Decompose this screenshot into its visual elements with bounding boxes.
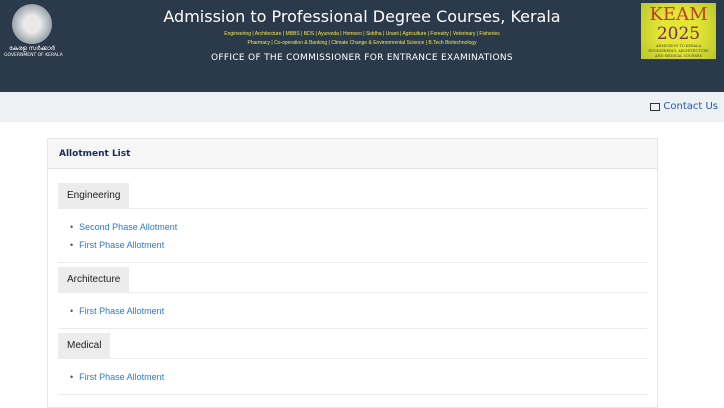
tab-engineering[interactable]: Engineering [58, 183, 130, 208]
kerala-government-logo: കേരള സർക്കാർ GOVERNMENT OF KERALA [4, 4, 63, 64]
contact-us-link[interactable]: Contact Us [650, 101, 718, 112]
keam-logo-year: 2025 [656, 24, 701, 44]
contact-card-icon [650, 102, 661, 111]
keam-logo-tagline: ADMISSION TO KERALA ENGINEERING, ARCHITE… [648, 44, 709, 58]
card-title: Allotment List [48, 139, 657, 169]
contact-us-label: Contact Us [663, 101, 718, 112]
allotment-list-card: Allotment List Engineering Second Phase … [47, 138, 658, 408]
office-subtitle: OFFICE OF THE COMMISSIONER FOR ENTRANCE … [211, 53, 513, 63]
link-engineering-first-phase[interactable]: First Phase Allotment [70, 236, 647, 254]
course-list-line: Pharmacy | Co-operation & Banking | Clim… [247, 40, 477, 46]
keam-logo: KEAM 2025 ADMISSION TO KERALA ENGINEERIN… [641, 3, 716, 59]
header-text-block: Admission to Professional Degree Courses… [110, 6, 614, 64]
section-architecture: Architecture First Phase Allotment [58, 263, 647, 329]
section-medical: Medical First Phase Allotment [58, 329, 647, 395]
logo-malayalam-text: കേരള സർക്കാർ [9, 45, 55, 52]
logo-text: GOVERNMENT OF KERALA [4, 53, 63, 58]
sub-navbar [0, 92, 724, 122]
section-engineering: Engineering Second Phase Allotment First… [58, 169, 647, 263]
link-architecture-first-phase[interactable]: First Phase Allotment [70, 302, 647, 320]
tab-architecture[interactable]: Architecture [58, 267, 130, 292]
tab-medical[interactable]: Medical [58, 333, 111, 358]
site-header: കേരള സർക്കാർ GOVERNMENT OF KERALA Admiss… [0, 0, 724, 92]
link-medical-first-phase[interactable]: First Phase Allotment [70, 368, 647, 386]
keam-logo-name: KEAM [649, 4, 708, 25]
course-list: Engineering | Architecture | MBBS | BDS … [152, 30, 572, 48]
emblem-icon [12, 4, 52, 44]
link-engineering-second-phase[interactable]: Second Phase Allotment [70, 218, 647, 236]
page-title: Admission to Professional Degree Courses… [163, 7, 561, 26]
course-list-line: Engineering | Architecture | MBBS | BDS … [224, 31, 500, 37]
